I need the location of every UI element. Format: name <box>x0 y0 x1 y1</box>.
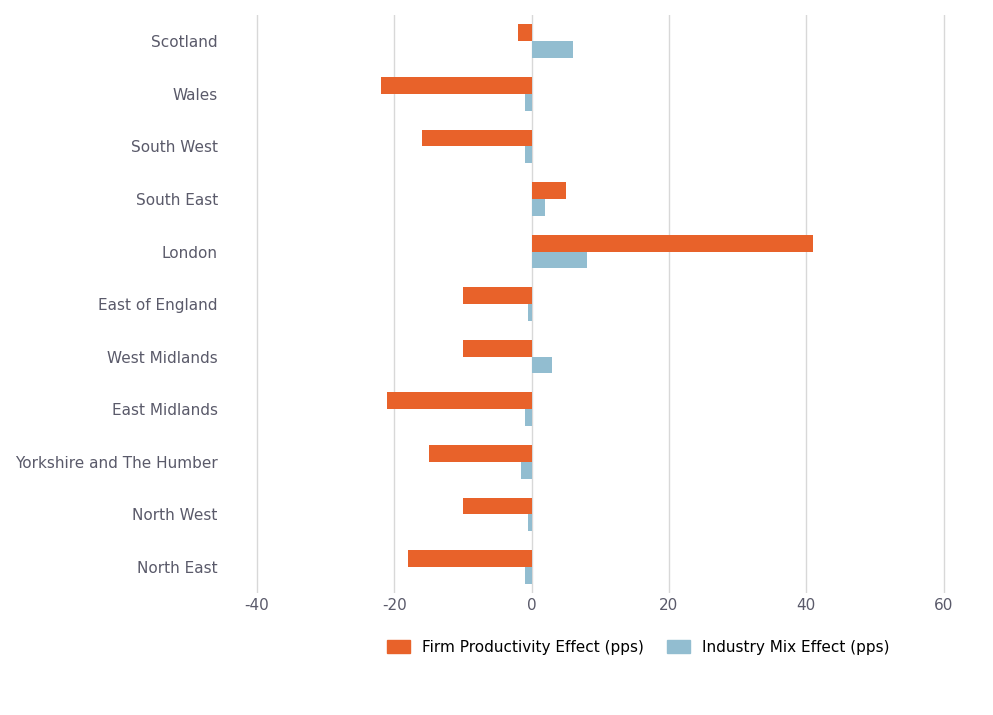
Bar <box>524 409 531 426</box>
Bar <box>531 235 813 252</box>
Bar <box>380 77 531 94</box>
Bar <box>531 252 587 268</box>
Bar <box>528 304 531 321</box>
Bar <box>531 41 573 58</box>
Bar <box>531 357 552 373</box>
Bar <box>531 199 545 216</box>
Bar <box>387 393 531 409</box>
Bar <box>408 550 531 567</box>
Bar <box>463 287 531 304</box>
Bar <box>528 514 531 531</box>
Bar <box>422 129 531 147</box>
Bar <box>524 94 531 111</box>
Legend: Firm Productivity Effect (pps), Industry Mix Effect (pps): Firm Productivity Effect (pps), Industry… <box>380 633 896 661</box>
Bar <box>531 182 566 199</box>
Bar <box>463 498 531 514</box>
Bar <box>429 445 531 462</box>
Bar <box>521 462 531 478</box>
Bar <box>518 24 531 41</box>
Bar <box>463 340 531 357</box>
Bar <box>524 567 531 583</box>
Bar <box>524 147 531 163</box>
